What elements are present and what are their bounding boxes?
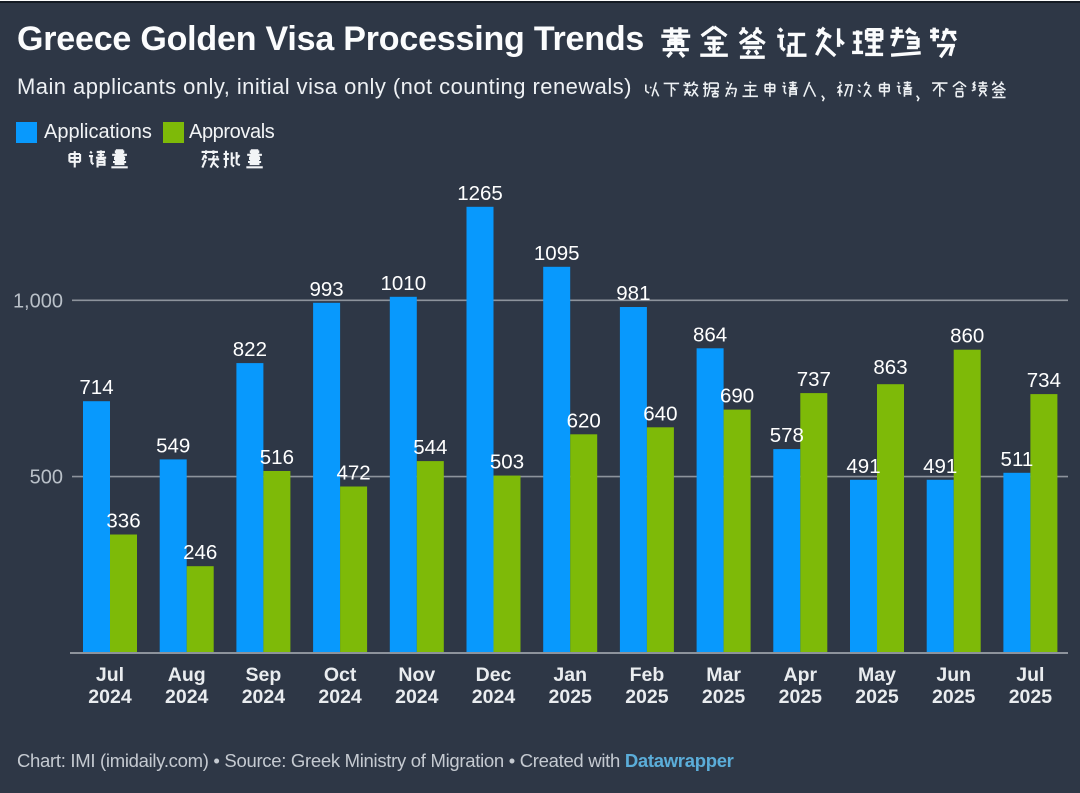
svg-text:549: 549 — [156, 434, 190, 457]
svg-text:1095: 1095 — [534, 242, 580, 265]
svg-text:491: 491 — [923, 455, 957, 478]
svg-text:544: 544 — [413, 436, 447, 459]
svg-text:Sep: Sep — [246, 664, 282, 686]
svg-text:2024: 2024 — [472, 686, 516, 708]
svg-text:2025: 2025 — [549, 686, 593, 708]
svg-text:472: 472 — [336, 462, 370, 485]
svg-text:1,000: 1,000 — [13, 290, 63, 312]
svg-text:491: 491 — [846, 455, 880, 478]
svg-text:Oct: Oct — [324, 664, 357, 686]
svg-text:2024: 2024 — [395, 686, 439, 708]
svg-text:2025: 2025 — [855, 686, 899, 708]
svg-text:May: May — [858, 664, 896, 686]
svg-text:2025: 2025 — [932, 686, 976, 708]
svg-text:2024: 2024 — [88, 686, 132, 708]
svg-text:Aug: Aug — [168, 664, 206, 686]
svg-text:2024: 2024 — [165, 686, 209, 708]
svg-text:863: 863 — [873, 356, 907, 379]
svg-text:860: 860 — [950, 325, 984, 348]
svg-text:864: 864 — [693, 323, 727, 346]
svg-text:2024: 2024 — [242, 686, 286, 708]
svg-text:500: 500 — [30, 467, 63, 489]
svg-text:690: 690 — [720, 385, 754, 408]
svg-text:Apr: Apr — [784, 664, 818, 686]
svg-text:Mar: Mar — [706, 664, 741, 686]
svg-text:2025: 2025 — [779, 686, 823, 708]
svg-text:Jul: Jul — [96, 664, 124, 686]
svg-text:578: 578 — [770, 424, 804, 447]
svg-text:Jun: Jun — [936, 664, 971, 686]
svg-text:620: 620 — [567, 409, 601, 432]
svg-text:737: 737 — [797, 368, 831, 391]
svg-text:Jul: Jul — [1016, 664, 1044, 686]
svg-text:Jan: Jan — [553, 664, 587, 686]
svg-text:714: 714 — [79, 376, 113, 399]
svg-text:734: 734 — [1027, 369, 1061, 392]
svg-text:1010: 1010 — [380, 272, 426, 295]
svg-text:503: 503 — [490, 451, 524, 474]
svg-text:640: 640 — [643, 402, 677, 425]
svg-text:1265: 1265 — [457, 182, 503, 205]
svg-text:516: 516 — [260, 446, 294, 469]
svg-text:2025: 2025 — [702, 686, 746, 708]
svg-text:2025: 2025 — [625, 686, 669, 708]
svg-text:Dec: Dec — [476, 664, 512, 686]
svg-text:993: 993 — [309, 278, 343, 301]
svg-text:Feb: Feb — [630, 664, 665, 686]
svg-text:822: 822 — [233, 338, 267, 361]
svg-text:Nov: Nov — [398, 664, 435, 686]
svg-text:2025: 2025 — [1009, 686, 1053, 708]
svg-text:2024: 2024 — [318, 686, 362, 708]
svg-text:336: 336 — [106, 510, 140, 533]
svg-text:981: 981 — [616, 282, 650, 305]
svg-text:511: 511 — [1001, 448, 1034, 471]
svg-text:246: 246 — [183, 541, 217, 564]
